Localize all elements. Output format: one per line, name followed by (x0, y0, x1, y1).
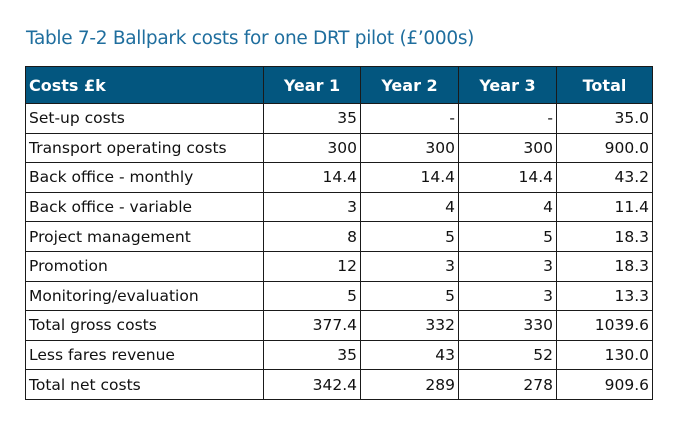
row-label: Less fares revenue (25, 339, 264, 371)
table-row: Total net costs 342.4 289 278 909.6 (25, 369, 653, 400)
year-2-value: 5 (360, 280, 459, 312)
row-label: Total gross costs (25, 310, 264, 341)
year-3-value: 5 (458, 221, 557, 252)
year-1-value: 3 (263, 191, 361, 223)
year-2-value: 3 (360, 250, 459, 282)
table-row: Back office - variable 3 4 4 11.4 (25, 191, 653, 223)
table-row: Less fares revenue 35 43 52 130.0 (25, 339, 653, 371)
year-1-value: 8 (263, 221, 361, 252)
year-2-value: 300 (360, 132, 459, 164)
year-2-value: 43 (360, 339, 459, 371)
column-header-total: Total (556, 66, 653, 104)
total-value: 13.3 (556, 280, 653, 312)
year-2-value: 5 (360, 221, 459, 252)
row-label: Transport operating costs (25, 132, 264, 164)
year-3-value: 14.4 (458, 162, 557, 193)
total-value: 35.0 (556, 103, 653, 134)
year-1-value: 35 (263, 339, 361, 371)
total-value: 909.6 (556, 369, 653, 400)
column-header-year-2: Year 2 (360, 66, 459, 104)
year-3-value: 3 (458, 250, 557, 282)
row-label: Set-up costs (25, 103, 264, 134)
total-value: 18.3 (556, 221, 653, 252)
table-row: Transport operating costs 300 300 300 900.0 (25, 132, 653, 164)
table-header-row: Costs £k Year 1 Year 2 Year 3 Total (25, 66, 653, 104)
year-3-value: 3 (458, 280, 557, 312)
table-row: Set-up costs 35- -35.0 (25, 103, 653, 134)
year-2-value: 4 (360, 191, 459, 223)
column-header-costs: Costs £k (25, 66, 264, 104)
total-value: 130.0 (556, 339, 653, 371)
table-row: Project management 8 5 5 18.3 (25, 221, 653, 252)
row-label: Back office - variable (25, 191, 264, 223)
row-label: Total net costs (25, 369, 264, 400)
column-header-year-3: Year 3 (458, 66, 557, 104)
row-label: Monitoring/evaluation (25, 280, 264, 312)
year-1-value: 377.4 (263, 310, 361, 341)
year-1-value: 342.4 (263, 369, 361, 400)
total-value: 11.4 (556, 191, 653, 223)
year-2-value: 289 (360, 369, 459, 400)
year-3-value: 52 (458, 339, 557, 371)
total-value: 900.0 (556, 132, 653, 164)
year-3-value: 278 (458, 369, 557, 400)
costs-table: Costs £k Year 1 Year 2 Year 3 Total Set-… (25, 66, 653, 400)
column-header-year-1: Year 1 (263, 66, 361, 104)
year-1-value: 5 (263, 280, 361, 312)
row-label: Project management (25, 221, 264, 252)
row-label: Back office - monthly (25, 162, 264, 193)
table-row: Promotion 12 3 3 18.3 (25, 250, 653, 282)
total-value: 43.2 (556, 162, 653, 193)
year-3-value: - (458, 103, 557, 134)
row-label: Promotion (25, 250, 264, 282)
year-1-value: 12 (263, 250, 361, 282)
table-caption: Table 7-2 Ballpark costs for one DRT pil… (26, 28, 475, 49)
year-2-value: 14.4 (360, 162, 459, 193)
total-value: 18.3 (556, 250, 653, 282)
year-2-value: 332 (360, 310, 459, 341)
table-row: Monitoring/evaluation 5 5 3 13.3 (25, 280, 653, 312)
year-3-value: 300 (458, 132, 557, 164)
table-row: Back office - monthly 14.4 14.4 14.4 43.2 (25, 162, 653, 193)
year-1-value: 35 (263, 103, 361, 134)
total-value: 1039.6 (556, 310, 653, 341)
year-3-value: 330 (458, 310, 557, 341)
table-row: Total gross costs 377.4 332 330 1039.6 (25, 310, 653, 341)
year-1-value: 14.4 (263, 162, 361, 193)
year-2-value: - (360, 103, 459, 134)
year-3-value: 4 (458, 191, 557, 223)
year-1-value: 300 (263, 132, 361, 164)
